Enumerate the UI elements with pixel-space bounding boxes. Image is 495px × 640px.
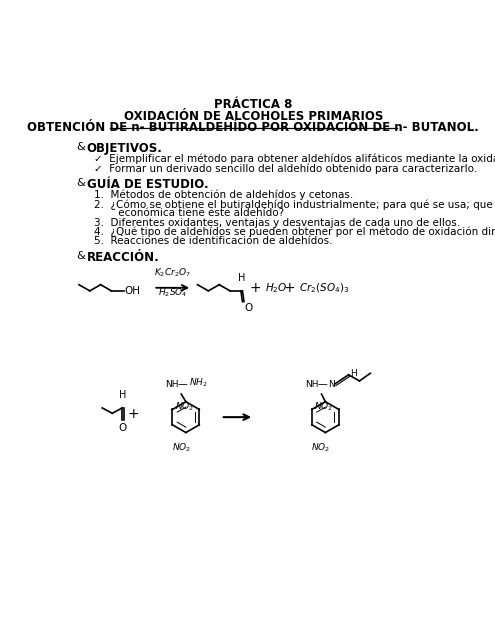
Text: +: +: [127, 407, 139, 421]
Text: OBJETIVOS.: OBJETIVOS.: [87, 142, 162, 156]
Text: +: +: [250, 281, 261, 295]
Text: &: &: [76, 179, 85, 188]
Text: $NO_2$: $NO_2$: [172, 442, 191, 454]
Text: 4.  ¿Qué tipo de aldehídos se pueden obtener por el método de oxidación directa?: 4. ¿Qué tipo de aldehídos se pueden obte…: [95, 227, 495, 237]
Text: 1.  Métodos de obtención de aldehídos y cetonas.: 1. Métodos de obtención de aldehídos y c…: [95, 190, 353, 200]
Text: $NO_2$: $NO_2$: [314, 400, 334, 413]
Text: REACCIÓN.: REACCIÓN.: [87, 251, 159, 264]
Text: &: &: [76, 251, 85, 261]
Text: O: O: [118, 422, 126, 433]
Text: $Cr_2(SO_4)_3$: $Cr_2(SO_4)_3$: [299, 281, 349, 294]
Text: ✓  Formar un derivado sencillo del aldehído obtenido para caracterizarlo.: ✓ Formar un derivado sencillo del aldehí…: [95, 164, 478, 174]
Text: &: &: [76, 142, 85, 152]
Text: H: H: [350, 369, 357, 378]
Text: OBTENCIÓN DE n- BUTIRALDEHÍDO POR OXIDACIÓN DE n- BUTANOL.: OBTENCIÓN DE n- BUTIRALDEHÍDO POR OXIDAC…: [27, 122, 479, 134]
Text: $NH_2$: $NH_2$: [189, 376, 208, 388]
Text: 5.  Reacciones de identificación de aldehídos.: 5. Reacciones de identificación de aldeh…: [95, 236, 333, 246]
Text: +: +: [284, 281, 296, 295]
Text: NH: NH: [305, 380, 319, 389]
Text: —: —: [317, 380, 327, 389]
Text: $K_2Cr_2O_7$: $K_2Cr_2O_7$: [154, 266, 191, 278]
Text: OXIDACIÓN DE ALCOHOLES PRIMARIOS: OXIDACIÓN DE ALCOHOLES PRIMARIOS: [124, 110, 383, 123]
Text: O: O: [244, 303, 252, 313]
Text: H: H: [238, 273, 246, 283]
Text: $NO_2$: $NO_2$: [311, 442, 330, 454]
Text: 3.  Diferentes oxidantes, ventajas y desventajas de cada uno de ellos.: 3. Diferentes oxidantes, ventajas y desv…: [95, 218, 460, 228]
Text: $H_2SO_4$: $H_2SO_4$: [158, 286, 188, 298]
Text: GUÍA DE ESTUDIO.: GUÍA DE ESTUDIO.: [87, 179, 208, 191]
Text: $H_2O$: $H_2O$: [265, 281, 288, 294]
Text: $NO_2$: $NO_2$: [175, 400, 194, 413]
Text: H: H: [119, 390, 126, 400]
Text: N: N: [328, 380, 335, 388]
Text: OH: OH: [125, 286, 141, 296]
Text: ✓  Ejemplificar el método para obtener aldehídos alifáticos mediante la oxidació: ✓ Ejemplificar el método para obtener al…: [95, 154, 495, 164]
Text: 2.  ¿Cómo se obtiene el butiraldehído industrialmente; para qué se usa; que impo: 2. ¿Cómo se obtiene el butiraldehído ind…: [95, 199, 495, 210]
Text: NH: NH: [165, 380, 179, 389]
Text: económica tiene este aldehído?: económica tiene este aldehído?: [102, 209, 284, 218]
Text: —: —: [177, 380, 187, 389]
Text: PRÁCTICA 8: PRÁCTICA 8: [214, 99, 293, 111]
